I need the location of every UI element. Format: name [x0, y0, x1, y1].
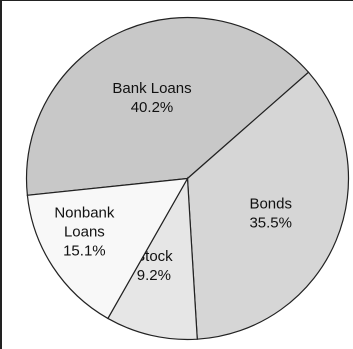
slice-label-nonbank-loans: Loans	[64, 223, 105, 240]
slice-value-bank-loans: 40.2%	[131, 99, 174, 116]
slice-label-bonds: Bonds	[249, 196, 292, 213]
slice-value-nonbank-loans: 15.1%	[63, 242, 106, 259]
pie-slice-nonbank-loans	[26, 177, 189, 320]
slice-value-stock: 9.2%	[137, 267, 171, 284]
slice-label-nonbank-loans: Nonbank	[54, 204, 115, 221]
slice-label-bank-loans: Bank Loans	[112, 80, 191, 97]
pie-slice-bonds	[186, 71, 350, 340]
pie-slice-bank-loans	[25, 16, 310, 196]
pie-slice-stock	[107, 176, 198, 341]
frame-left-border	[0, 0, 2, 349]
slice-value-bonds: 35.5%	[249, 215, 292, 232]
